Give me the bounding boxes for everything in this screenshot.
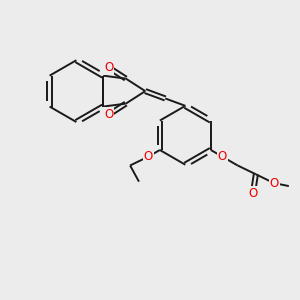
- Text: O: O: [144, 150, 153, 163]
- Text: O: O: [104, 61, 113, 74]
- Text: O: O: [248, 187, 257, 200]
- Text: O: O: [218, 150, 227, 163]
- Text: O: O: [104, 108, 113, 121]
- Text: O: O: [269, 177, 279, 190]
